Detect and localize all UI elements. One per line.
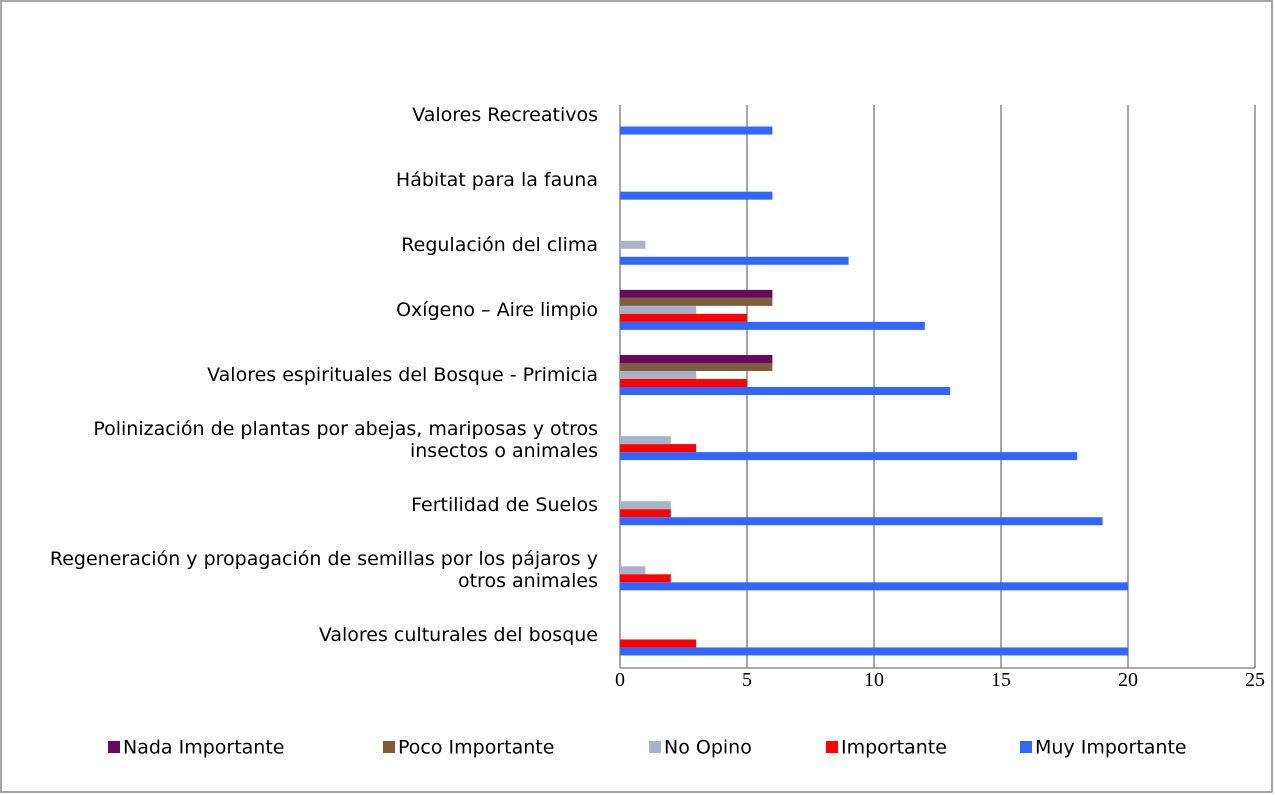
- bar: [620, 379, 747, 387]
- x-tick-label: 0: [615, 669, 625, 691]
- bar: [620, 313, 747, 322]
- legend-marker: [649, 741, 661, 753]
- bar: [620, 647, 1128, 656]
- legend-marker: [826, 741, 838, 753]
- bar: [620, 574, 671, 583]
- bar: [620, 566, 646, 575]
- bar: [620, 444, 697, 453]
- legend-label: No Opino: [664, 737, 752, 759]
- x-tick-label: 20: [1118, 669, 1138, 691]
- bar: [620, 191, 773, 200]
- bar: [620, 639, 697, 648]
- y-tick-label: Fertilidad de Suelos: [411, 494, 598, 517]
- x-tick-label: 15: [991, 669, 1011, 691]
- legend-marker: [383, 741, 395, 753]
- y-tick-label: Polinización de plantas por abejas, mari…: [93, 418, 598, 463]
- y-tick-label: Hábitat para la fauna: [395, 168, 598, 191]
- bar: [620, 256, 849, 265]
- bar: [620, 305, 697, 314]
- bar: [620, 436, 671, 445]
- legend-label: Poco Importante: [398, 737, 554, 759]
- legend-marker: [108, 741, 120, 753]
- bar: [620, 501, 671, 510]
- legend-label: Nada Importante: [123, 737, 284, 759]
- legend-label: Importante: [841, 737, 947, 759]
- bar: [620, 240, 646, 249]
- x-tick-label: 5: [742, 669, 752, 691]
- y-tick-label: Valores Recreativos: [412, 103, 598, 126]
- bar: [620, 363, 773, 371]
- bar: [620, 387, 951, 395]
- bar: [620, 355, 773, 363]
- y-tick-label: Oxígeno – Aire limpio: [396, 298, 598, 321]
- bar: [620, 509, 671, 518]
- bar: [620, 289, 773, 298]
- bar: [620, 452, 1078, 461]
- legend-label: Muy Importante: [1035, 737, 1187, 759]
- x-tick-label: 25: [1245, 669, 1265, 691]
- y-tick-label: Valores espirituales del Bosque - Primic…: [207, 364, 598, 386]
- x-tick-label: 10: [864, 669, 884, 691]
- y-tick-label: Regeneración y propagación de semillas p…: [49, 548, 598, 593]
- y-tick-label: Valores culturales del bosque: [318, 624, 598, 647]
- bar: [620, 321, 925, 330]
- legend-marker: [1020, 741, 1032, 753]
- bar: [620, 582, 1128, 591]
- bar: [620, 297, 773, 306]
- bar: [620, 517, 1103, 526]
- bar: [620, 371, 697, 379]
- bar: [620, 126, 773, 135]
- y-tick-label: Regulación del clima: [401, 233, 598, 256]
